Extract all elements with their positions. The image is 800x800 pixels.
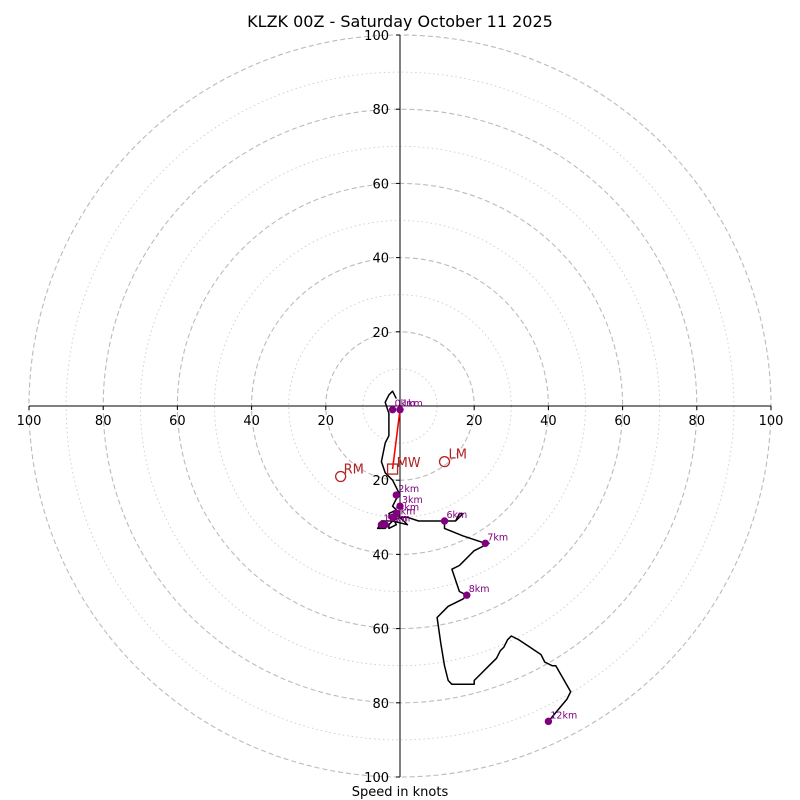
y-tick-label: 80 — [372, 697, 389, 712]
mean-wind-marker — [386, 463, 399, 475]
y-tick-label: 60 — [372, 623, 389, 638]
x-tick-label: 40 — [243, 414, 260, 429]
height-marker-dot — [396, 502, 404, 510]
height-marker-label: 0km — [395, 399, 416, 410]
x-tick-label: 20 — [466, 414, 483, 429]
height-marker-label: 1km — [402, 399, 423, 410]
height-marker-label: 3km — [402, 495, 423, 506]
height-marker-label: 5km — [395, 506, 416, 517]
right-mover-marker — [334, 470, 347, 483]
right-mover-label: RM — [344, 462, 364, 477]
height-marker-label: 7km — [487, 532, 508, 543]
height-marker-dot — [388, 513, 397, 521]
y-tick-label: 100 — [364, 771, 389, 786]
height-marker-dot — [388, 406, 397, 414]
height-marker-dot — [377, 521, 386, 529]
y-tick-label: 40 — [372, 548, 389, 563]
height-marker-label: 8km — [469, 584, 490, 595]
x-tick-label: 80 — [689, 414, 706, 429]
left-mover-marker — [438, 455, 451, 468]
hodograph-line — [376, 390, 572, 722]
x-axis-label: Speed in knots — [352, 785, 449, 800]
y-tick-label: 80 — [372, 103, 389, 118]
y-tick-label: 60 — [372, 177, 389, 192]
y-tick-label: 20 — [372, 474, 389, 489]
height-marker-dot — [396, 406, 404, 414]
mean-wind-label: MW — [397, 456, 421, 471]
height-marker-label: 4km — [398, 503, 419, 514]
y-tick-label: 40 — [372, 252, 389, 267]
y-tick-label: 20 — [372, 326, 389, 341]
left-mover-label: LM — [449, 448, 467, 463]
height-marker-dot — [463, 591, 471, 599]
x-tick-label: 100 — [759, 414, 784, 429]
x-tick-label: 100 — [17, 414, 42, 429]
height-marker-dot — [440, 517, 449, 525]
x-tick-label: 40 — [540, 414, 557, 429]
storm-motion-markers: MW RM LM — [334, 448, 467, 483]
x-tick-labels: 100 80 60 40 20 20 40 60 80 100 — [17, 414, 784, 429]
x-tick-label: 20 — [318, 414, 335, 429]
chart-title: KLZK 00Z - Saturday October 11 2025 — [247, 12, 553, 31]
height-marker-label: 6km — [447, 510, 468, 521]
shear-vector — [391, 409, 401, 470]
x-tick-label: 80 — [95, 414, 112, 429]
height-marker-dot — [481, 539, 490, 547]
bulk-shear-line — [391, 409, 401, 470]
hodograph-trace — [376, 390, 572, 722]
height-marker-dot — [544, 717, 553, 726]
height-marker-label: 9km — [387, 514, 408, 525]
height-marker-label: 10km — [383, 514, 410, 525]
y-tick-label: 100 — [364, 29, 389, 44]
y-tick-labels: 100 80 60 40 20 20 40 60 80 100 — [364, 29, 389, 786]
axes — [28, 34, 772, 778]
x-tick-label: 60 — [614, 414, 631, 429]
x-tick-label: 60 — [169, 414, 186, 429]
height-marker-dot — [392, 491, 400, 499]
height-marker-label: 12km — [550, 710, 577, 721]
height-marker-label: 2km — [398, 484, 419, 495]
